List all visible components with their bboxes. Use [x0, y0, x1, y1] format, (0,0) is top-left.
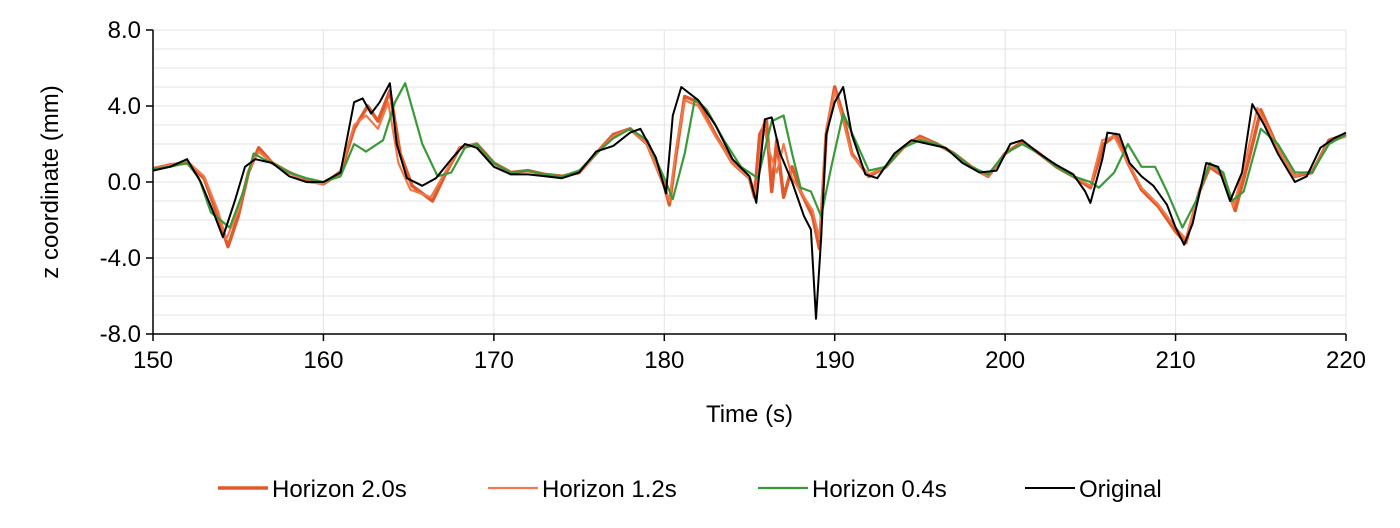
y-axis-title: z coordinate (mm): [37, 85, 64, 278]
x-axis-title: Time (s): [706, 401, 793, 428]
y-tick-label: 8.0: [108, 17, 141, 44]
series-line-original: [152, 82, 1347, 320]
x-tick-label: 200: [985, 347, 1025, 374]
legend-label: Horizon 0.4s: [812, 476, 947, 503]
series-line-horizon-1-2s: [152, 89, 1347, 241]
x-tick-label: 220: [1326, 347, 1366, 374]
y-tick-label: 0.0: [108, 169, 141, 196]
x-tick-label: 160: [303, 347, 343, 374]
y-axis-ticks: -8.0 -4.0 0.0 4.0 8.0: [100, 17, 153, 348]
x-tick-label: 170: [474, 347, 514, 374]
legend-label: Horizon 2.0s: [272, 476, 407, 503]
y-tick-label: -4.0: [100, 245, 141, 272]
y-tick-label: -8.0: [100, 321, 141, 348]
y-tick-label: 4.0: [108, 93, 141, 120]
grid-lines: [152, 29, 1347, 335]
x-tick-label: 190: [815, 347, 855, 374]
x-tick-label: 180: [644, 347, 684, 374]
legend-label: Horizon 1.2s: [542, 476, 677, 503]
x-tick-label: 210: [1156, 347, 1196, 374]
series-line-horizon-2-0s: [152, 85, 1347, 251]
x-tick-label: 150: [133, 347, 173, 374]
x-axis-ticks: 150 160 170 180 190 200 210 220: [133, 334, 1366, 374]
series-layer: [152, 82, 1347, 320]
legend-label: Original: [1079, 476, 1162, 503]
legend: Horizon 2.0s Horizon 1.2s Horizon 0.4s Orig…: [218, 476, 1162, 503]
